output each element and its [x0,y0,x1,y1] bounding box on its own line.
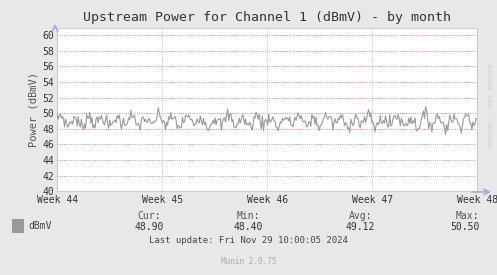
Text: Min:: Min: [237,211,260,221]
Text: dBmV: dBmV [28,221,52,231]
Text: 50.50: 50.50 [450,222,480,232]
Text: Max:: Max: [456,211,480,221]
Text: 48.40: 48.40 [234,222,263,232]
Text: Last update: Fri Nov 29 10:00:05 2024: Last update: Fri Nov 29 10:00:05 2024 [149,236,348,245]
Text: Munin 2.0.75: Munin 2.0.75 [221,257,276,266]
Y-axis label: Power (dBmV): Power (dBmV) [28,72,38,147]
Title: Upstream Power for Channel 1 (dBmV) - by month: Upstream Power for Channel 1 (dBmV) - by… [83,10,451,24]
Text: Avg:: Avg: [348,211,372,221]
Text: Cur:: Cur: [137,211,161,221]
Text: 48.90: 48.90 [134,222,164,232]
Text: 49.12: 49.12 [345,222,375,232]
Text: RRDTOOL / TOBI OETIKER: RRDTOOL / TOBI OETIKER [489,63,494,146]
